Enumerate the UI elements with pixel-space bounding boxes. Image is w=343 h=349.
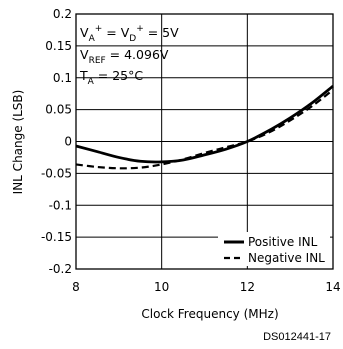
y-tick-label: 0.2 bbox=[53, 7, 72, 21]
y-tick-label: -0.05 bbox=[41, 166, 72, 180]
x-tick-label: 8 bbox=[72, 280, 80, 294]
legend-background bbox=[218, 232, 330, 266]
series-negative-inl bbox=[75, 88, 334, 170]
y-tick-label: 0 bbox=[64, 135, 72, 149]
x-tick-label: 14 bbox=[325, 280, 340, 294]
x-tick-labels: 8 10 12 14 bbox=[72, 280, 340, 294]
x-tick-label: 10 bbox=[154, 280, 169, 294]
y-tick-label: 0.1 bbox=[53, 71, 72, 85]
annotation-block: VA+ = VD+ = 5V VREF = 4.096V TA = 25°C bbox=[79, 24, 179, 87]
y-axis-title: INL Change (LSB) bbox=[11, 90, 25, 195]
y-tick-label: 0.05 bbox=[45, 103, 72, 117]
annotation-temperature: TA = 25°C bbox=[79, 68, 143, 87]
plot-frame bbox=[75, 13, 334, 270]
annotation-vref: VREF = 4.096V bbox=[80, 47, 169, 66]
x-axis-title: Clock Frequency (MHz) bbox=[141, 307, 278, 321]
annotation-supply: VA+ = VD+ = 5V bbox=[80, 24, 179, 44]
legend-label-negative: Negative INL bbox=[248, 251, 325, 265]
series-layer bbox=[75, 84, 334, 170]
source-code-label: DS012441-17 bbox=[263, 331, 331, 343]
legend-label-positive: Positive INL bbox=[248, 235, 318, 249]
y-tick-label: -0.1 bbox=[49, 198, 72, 212]
grid bbox=[76, 14, 333, 269]
y-tick-labels: 0.2 0.15 0.1 0.05 0 -0.05 -0.1 -0.15 -0.2 bbox=[41, 7, 72, 276]
legend: Positive INL Negative INL bbox=[218, 232, 330, 266]
series-positive-inl bbox=[75, 84, 334, 164]
y-tick-label: 0.15 bbox=[45, 39, 72, 53]
y-tick-label: -0.2 bbox=[49, 262, 72, 276]
y-tick-label: -0.15 bbox=[41, 230, 72, 244]
x-tick-label: 12 bbox=[240, 280, 255, 294]
